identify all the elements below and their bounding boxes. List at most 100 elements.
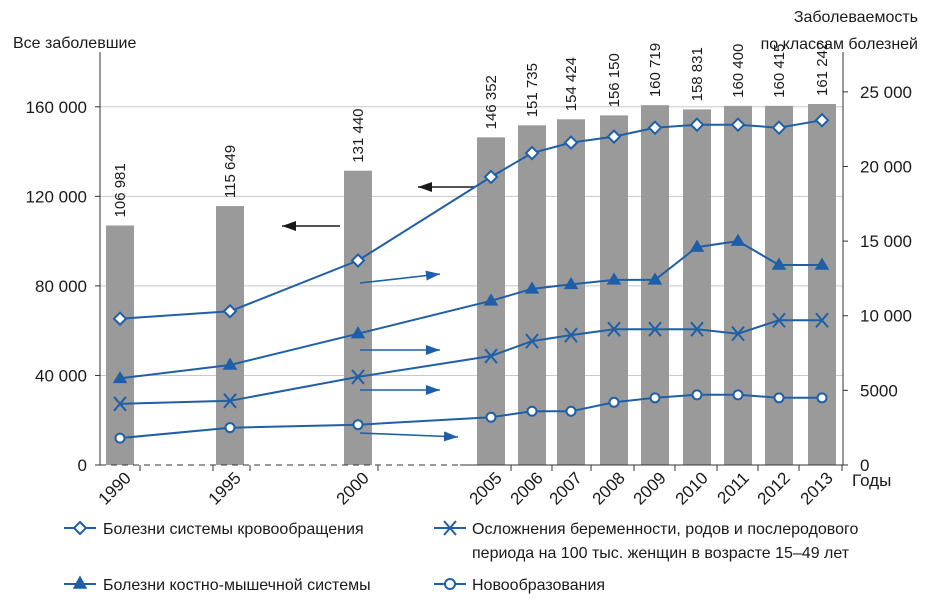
legend-label-musculoskeletal: Болезни костно-мышечной системы [103,577,371,594]
data-point-marker [563,276,579,290]
bar [765,105,793,466]
bar-value-label: 156 150 [606,53,623,107]
bar-value-label: 158 831 [689,47,706,101]
data-point-marker [350,326,366,339]
arrow-head [443,431,458,442]
data-point-marker [113,396,127,412]
data-point-marker [815,312,829,328]
arrow-head [282,221,296,231]
data-point-marker [649,392,661,404]
data-point-marker [526,405,538,417]
series-lines [112,112,830,444]
data-point-marker [606,129,622,145]
legend-label-pregnancy-line2: периода на 100 тыс. женщин в возрасте 15… [472,545,850,562]
data-point-marker [689,239,705,252]
data-point-marker [730,233,746,246]
x-tick-label: 2007 [546,468,586,508]
bar [808,103,836,466]
data-point-marker [608,396,620,408]
bar [641,105,669,465]
arrow-head [425,270,440,281]
left-tick-label: 0 [78,456,87,475]
right-tick-label: 25 000 [860,83,912,102]
data-point-marker [690,321,704,337]
data-point-marker [689,117,705,133]
diamond-marker-icon [72,520,88,536]
data-point-marker [484,348,498,364]
left-axis-title: Все заболевшие [13,35,136,52]
data-point-marker [814,112,830,128]
data-point-marker [352,419,364,431]
data-point-marker [565,405,577,417]
left-tick-label: 160 000 [26,98,87,117]
x-tick-label: 2008 [589,468,629,508]
x-tick-label: 2005 [466,468,506,508]
bar [724,105,752,465]
data-point-marker [114,432,126,444]
legend-item-neoplasms: Новообразования [434,577,605,594]
legend-item-circulatory: Болезни системы кровообращения [64,520,364,538]
data-point-marker [772,312,786,328]
bar-value-label: 106 981 [112,163,129,217]
axes [95,52,848,471]
data-point-marker [350,253,366,268]
series-line [119,393,822,440]
bar-value-label: 131 440 [350,108,367,162]
data-point-marker [524,281,540,294]
bar [600,115,628,466]
x-axis-suffix: Годы [852,471,891,490]
left-tick-label: 80 000 [35,277,87,296]
x-tick-label: 1990 [95,468,135,508]
data-point-marker [222,357,238,370]
data-point-marker [563,135,579,151]
data-point-marker [607,321,621,337]
bar [683,109,711,465]
right-axis-title-line2: по классам болезней [761,36,918,53]
series-line [119,319,822,405]
x-tick-label: 2009 [630,468,670,508]
bar [106,225,134,465]
x-tick-label: 2000 [333,468,373,508]
data-point-marker [564,327,578,343]
arrow-head [426,385,440,395]
left-tick-label: 40 000 [35,366,87,385]
bar-value-label: 146 352 [483,75,500,129]
legend: Болезни системы кровообращения Осложнени… [64,520,858,594]
x-tick-label: 2006 [507,468,547,508]
data-point-marker [222,303,238,319]
data-point-marker [223,393,237,409]
bars [106,103,836,466]
arrow-head [426,345,440,355]
legend-label-neoplasms: Новообразования [472,577,605,594]
legend-label-pregnancy-line1: Осложнения беременности, родов и послеро… [472,521,858,538]
right-tick-label: 10 000 [860,307,912,326]
x-tick-label: 2013 [797,468,837,508]
data-point-marker [816,392,828,404]
data-point-marker [647,120,663,136]
data-point-marker [112,370,128,384]
right-tick-label: 5000 [860,381,898,400]
bar [344,170,372,465]
left-tick-label: 120 000 [26,187,87,206]
x-tick-label: 1995 [205,468,245,508]
x-tick-label: 2011 [714,468,753,507]
x-marker-icon [443,520,457,536]
data-point-marker [483,169,499,185]
data-point-marker [814,257,830,270]
data-point-marker [525,333,539,349]
data-point-marker [606,272,622,285]
data-point-marker [224,422,236,434]
arrow-line [359,432,459,438]
data-point-marker [730,117,746,133]
data-point-marker [691,389,703,401]
bar-value-label: 154 424 [563,57,580,111]
bar-value-label: 115 649 [222,145,239,198]
data-point-marker [773,392,785,404]
x-tick-label: 2012 [754,468,794,508]
arrows [282,182,475,442]
legend-item-pregnancy: Осложнения беременности, родов и послеро… [434,520,858,562]
bar [216,206,244,465]
data-point-marker [351,369,365,385]
arrow-head [418,182,432,192]
